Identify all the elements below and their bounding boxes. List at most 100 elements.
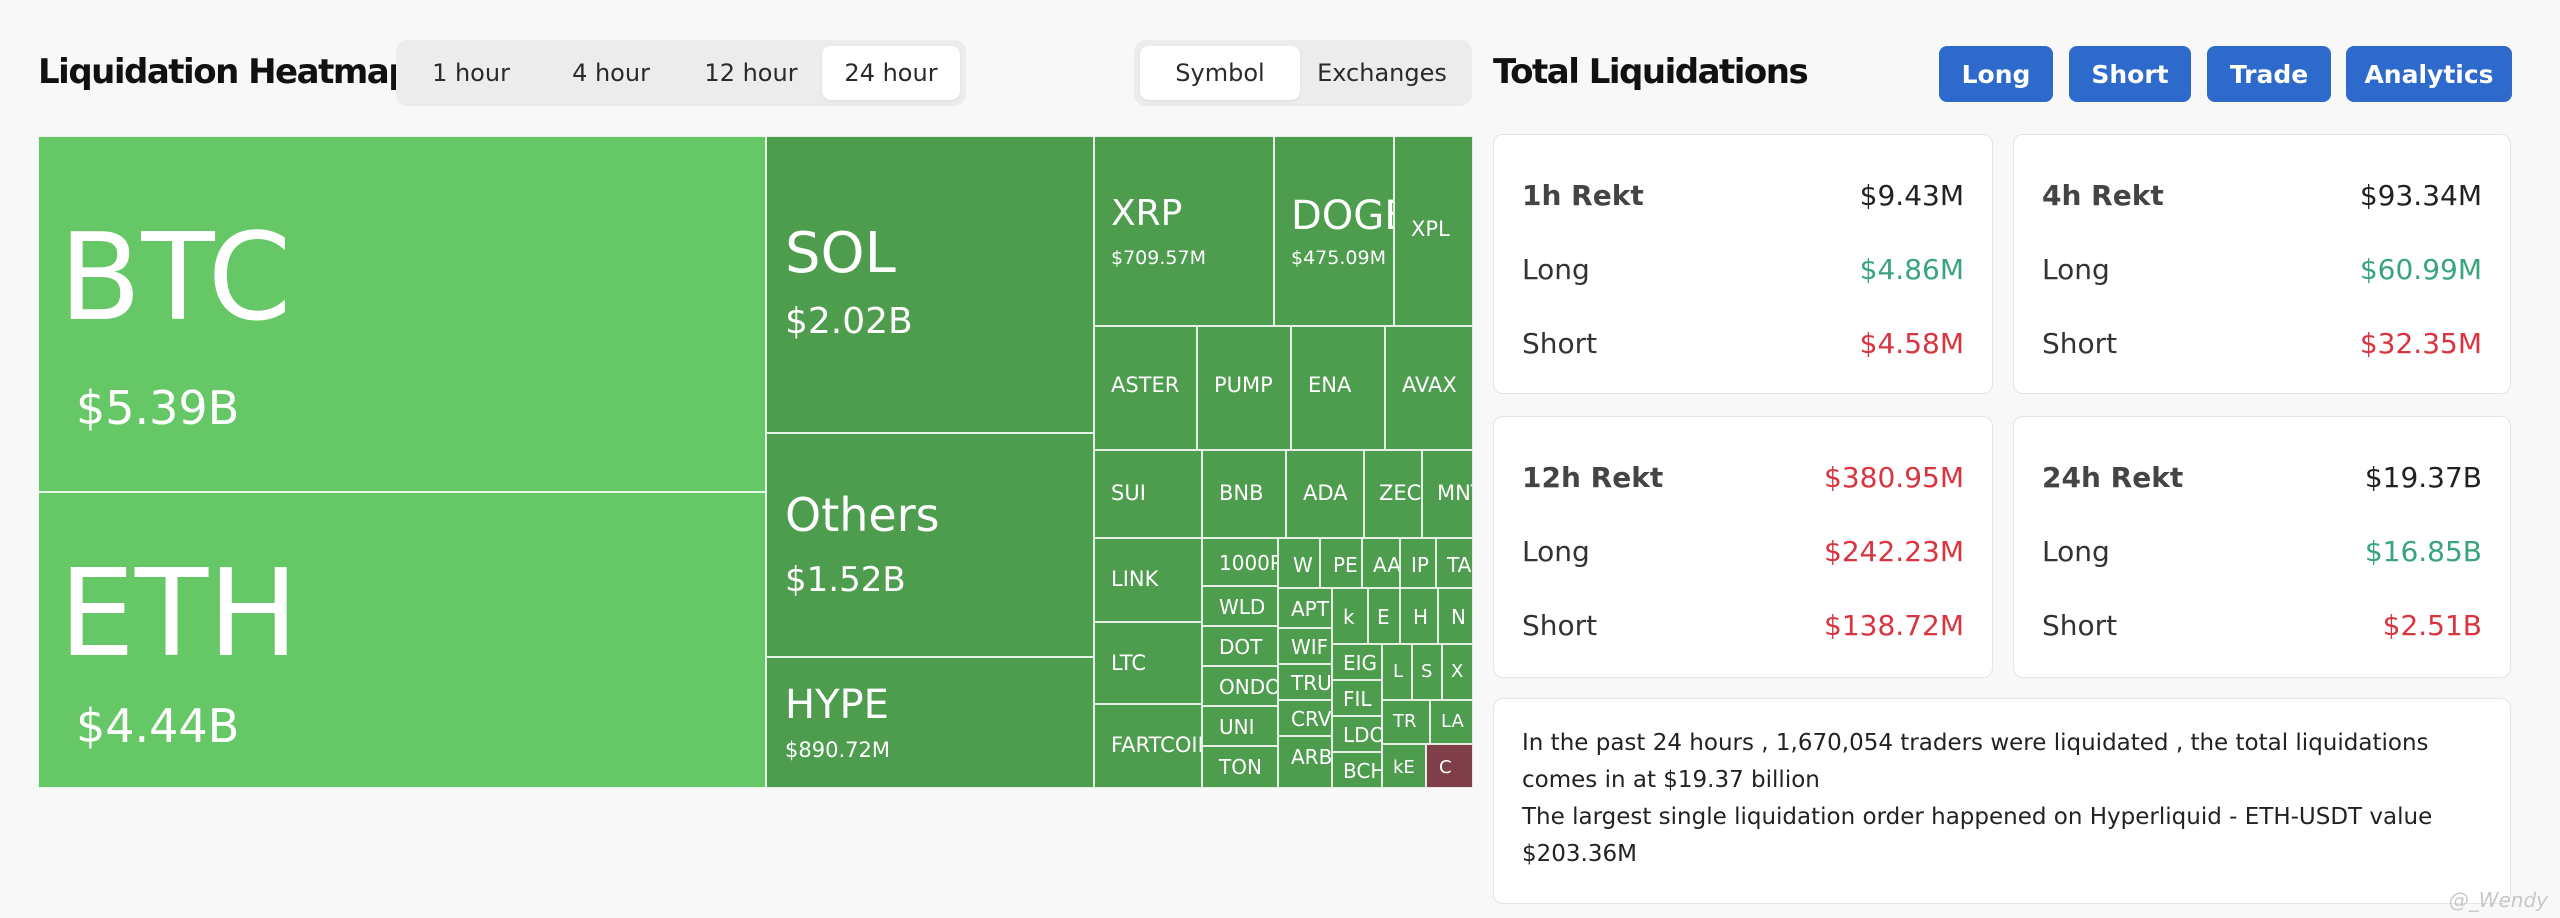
tile-symbol: DOT [1219, 635, 1263, 659]
tile-s[interactable]: S [1412, 644, 1442, 700]
total-liquidations-title: Total Liquidations [1493, 52, 1809, 92]
tile-k[interactable]: k [1332, 588, 1368, 644]
long-label: Long [2042, 535, 2110, 568]
long-button[interactable]: Long [1939, 46, 2053, 102]
tile-w[interactable]: W [1278, 538, 1320, 588]
tile-h[interactable]: H [1400, 588, 1438, 644]
tile-dot[interactable]: DOT [1202, 626, 1278, 666]
rekt-card-1h: 1h Rekt $9.43M Long $4.86M Short $4.58M [1493, 134, 1993, 394]
tile-symbol: kE [1393, 757, 1415, 778]
tile-e[interactable]: E [1368, 588, 1400, 644]
tile-symbol: EIG [1343, 651, 1378, 675]
tile-la[interactable]: LA [1430, 700, 1473, 744]
tile-ip[interactable]: IP [1400, 538, 1436, 588]
tile-tr[interactable]: TR [1382, 700, 1430, 744]
liquidation-heatmap: BTC $5.39B ETH $4.44B SOL $2.02B Others … [38, 136, 1473, 788]
tile-symbol: ZEC [1379, 481, 1422, 505]
tile-ton[interactable]: TON [1202, 746, 1278, 788]
tile-fil[interactable]: FIL [1332, 680, 1382, 716]
tile-sol[interactable]: SOL $2.02B [766, 136, 1094, 433]
tile-wif[interactable]: WIF [1278, 628, 1332, 664]
view-symbol[interactable]: Symbol [1140, 46, 1300, 100]
tile-mnt[interactable]: MNT [1422, 450, 1473, 538]
tile-n[interactable]: N [1438, 588, 1473, 644]
tile-symbol: APT [1291, 597, 1329, 621]
view-exchanges[interactable]: Exchanges [1317, 59, 1447, 87]
tile-symbol: AVAX [1402, 373, 1457, 397]
tile-eig[interactable]: EIG [1332, 644, 1382, 680]
tile-apt[interactable]: APT [1278, 588, 1332, 628]
tile-aa[interactable]: AA [1362, 538, 1400, 588]
tile-pump[interactable]: PUMP [1197, 326, 1291, 450]
tile-aster[interactable]: ASTER [1094, 326, 1197, 450]
tile-symbol: TON [1219, 755, 1262, 779]
rekt-total: $93.34M [2359, 179, 2482, 212]
tile-symbol: MNT [1437, 481, 1472, 505]
rekt-total: $9.43M [1859, 179, 1964, 212]
tile-fartcoin[interactable]: FARTCOIN [1094, 704, 1202, 788]
tile-symbol: W [1293, 553, 1313, 577]
short-label: Short [2042, 609, 2118, 642]
tile-value: $890.72M [785, 738, 890, 762]
tile-ena[interactable]: ENA [1291, 326, 1385, 450]
tile-wld[interactable]: WLD [1202, 586, 1278, 626]
tile-symbol: WLD [1219, 595, 1266, 619]
rekt-short-value: $4.58M [1859, 327, 1964, 360]
tile-ondo[interactable]: ONDO [1202, 666, 1278, 706]
tile-zec[interactable]: ZEC [1364, 450, 1422, 538]
tile-ada[interactable]: ADA [1286, 450, 1364, 538]
tile-ta[interactable]: TA [1436, 538, 1473, 588]
rekt-long-value: $4.86M [1859, 253, 1964, 286]
tile-xrp[interactable]: XRP $709.57M [1094, 136, 1274, 326]
summary-line-2: The largest single liquidation order hap… [1522, 804, 2433, 867]
tile-symbol: 1000PEPE [1219, 551, 1277, 575]
tile-others[interactable]: Others $1.52B [766, 433, 1094, 657]
trade-button[interactable]: Trade [2207, 46, 2331, 102]
analytics-button[interactable]: Analytics [2346, 46, 2512, 102]
tile-bnb[interactable]: BNB [1202, 450, 1286, 538]
tile-ldo[interactable]: LDO [1332, 716, 1382, 752]
tile-c[interactable]: C [1426, 744, 1473, 788]
long-label: Long [2042, 253, 2110, 286]
tile-1000pepe[interactable]: 1000PEPE [1202, 538, 1278, 586]
tile-symbol: SUI [1111, 481, 1146, 505]
tile-avax[interactable]: AVAX [1385, 326, 1473, 450]
tile-arb[interactable]: ARB [1278, 736, 1332, 788]
tile-symbol: IP [1411, 553, 1429, 577]
short-button[interactable]: Short [2069, 46, 2191, 102]
tile-symbol: BTC [59, 209, 292, 348]
tile-l[interactable]: L [1382, 644, 1412, 700]
tile-ltc[interactable]: LTC [1094, 622, 1202, 704]
range-12-hour[interactable]: 12 hour [704, 59, 798, 87]
tile-symbol: ONDO [1219, 675, 1278, 699]
tile-symbol: ETH [59, 545, 299, 684]
tile-pe[interactable]: PE [1320, 538, 1362, 588]
tile-hype[interactable]: HYPE $890.72M [766, 657, 1094, 788]
tile-ke[interactable]: kE [1382, 744, 1426, 788]
tile-symbol: TR [1393, 711, 1417, 732]
tile-eth[interactable]: ETH $4.44B [38, 492, 766, 788]
tile-symbol: SOL [785, 221, 896, 286]
range-1-hour[interactable]: 1 hour [432, 59, 510, 87]
tile-sui[interactable]: SUI [1094, 450, 1202, 538]
view-mode-selector: Symbol Exchanges [1134, 40, 1472, 106]
range-24-hour[interactable]: 24 hour [822, 46, 960, 100]
rekt-title: 12h Rekt [1522, 461, 1664, 494]
tile-symbol: LDO [1343, 723, 1382, 747]
tile-symbol: XRP [1111, 193, 1183, 234]
tile-tru[interactable]: TRU [1278, 664, 1332, 700]
range-4-hour[interactable]: 4 hour [572, 59, 650, 87]
tile-x[interactable]: X [1442, 644, 1473, 700]
tile-xpl[interactable]: XPL [1394, 136, 1473, 326]
summary-line-1: In the past 24 hours , 1,670,054 traders… [1522, 730, 2429, 793]
tile-crv[interactable]: CRV [1278, 700, 1332, 736]
tile-uni[interactable]: UNI [1202, 706, 1278, 746]
tile-link[interactable]: LINK [1094, 538, 1202, 622]
tile-symbol: X [1451, 661, 1464, 682]
tile-doge[interactable]: DOGE $475.09M [1274, 136, 1394, 326]
tile-symbol: WIF [1291, 635, 1329, 659]
tile-btc[interactable]: BTC $5.39B [38, 136, 766, 492]
short-label: Short [1522, 609, 1598, 642]
tile-symbol: ARB [1291, 745, 1332, 769]
tile-bch[interactable]: BCH [1332, 752, 1382, 788]
